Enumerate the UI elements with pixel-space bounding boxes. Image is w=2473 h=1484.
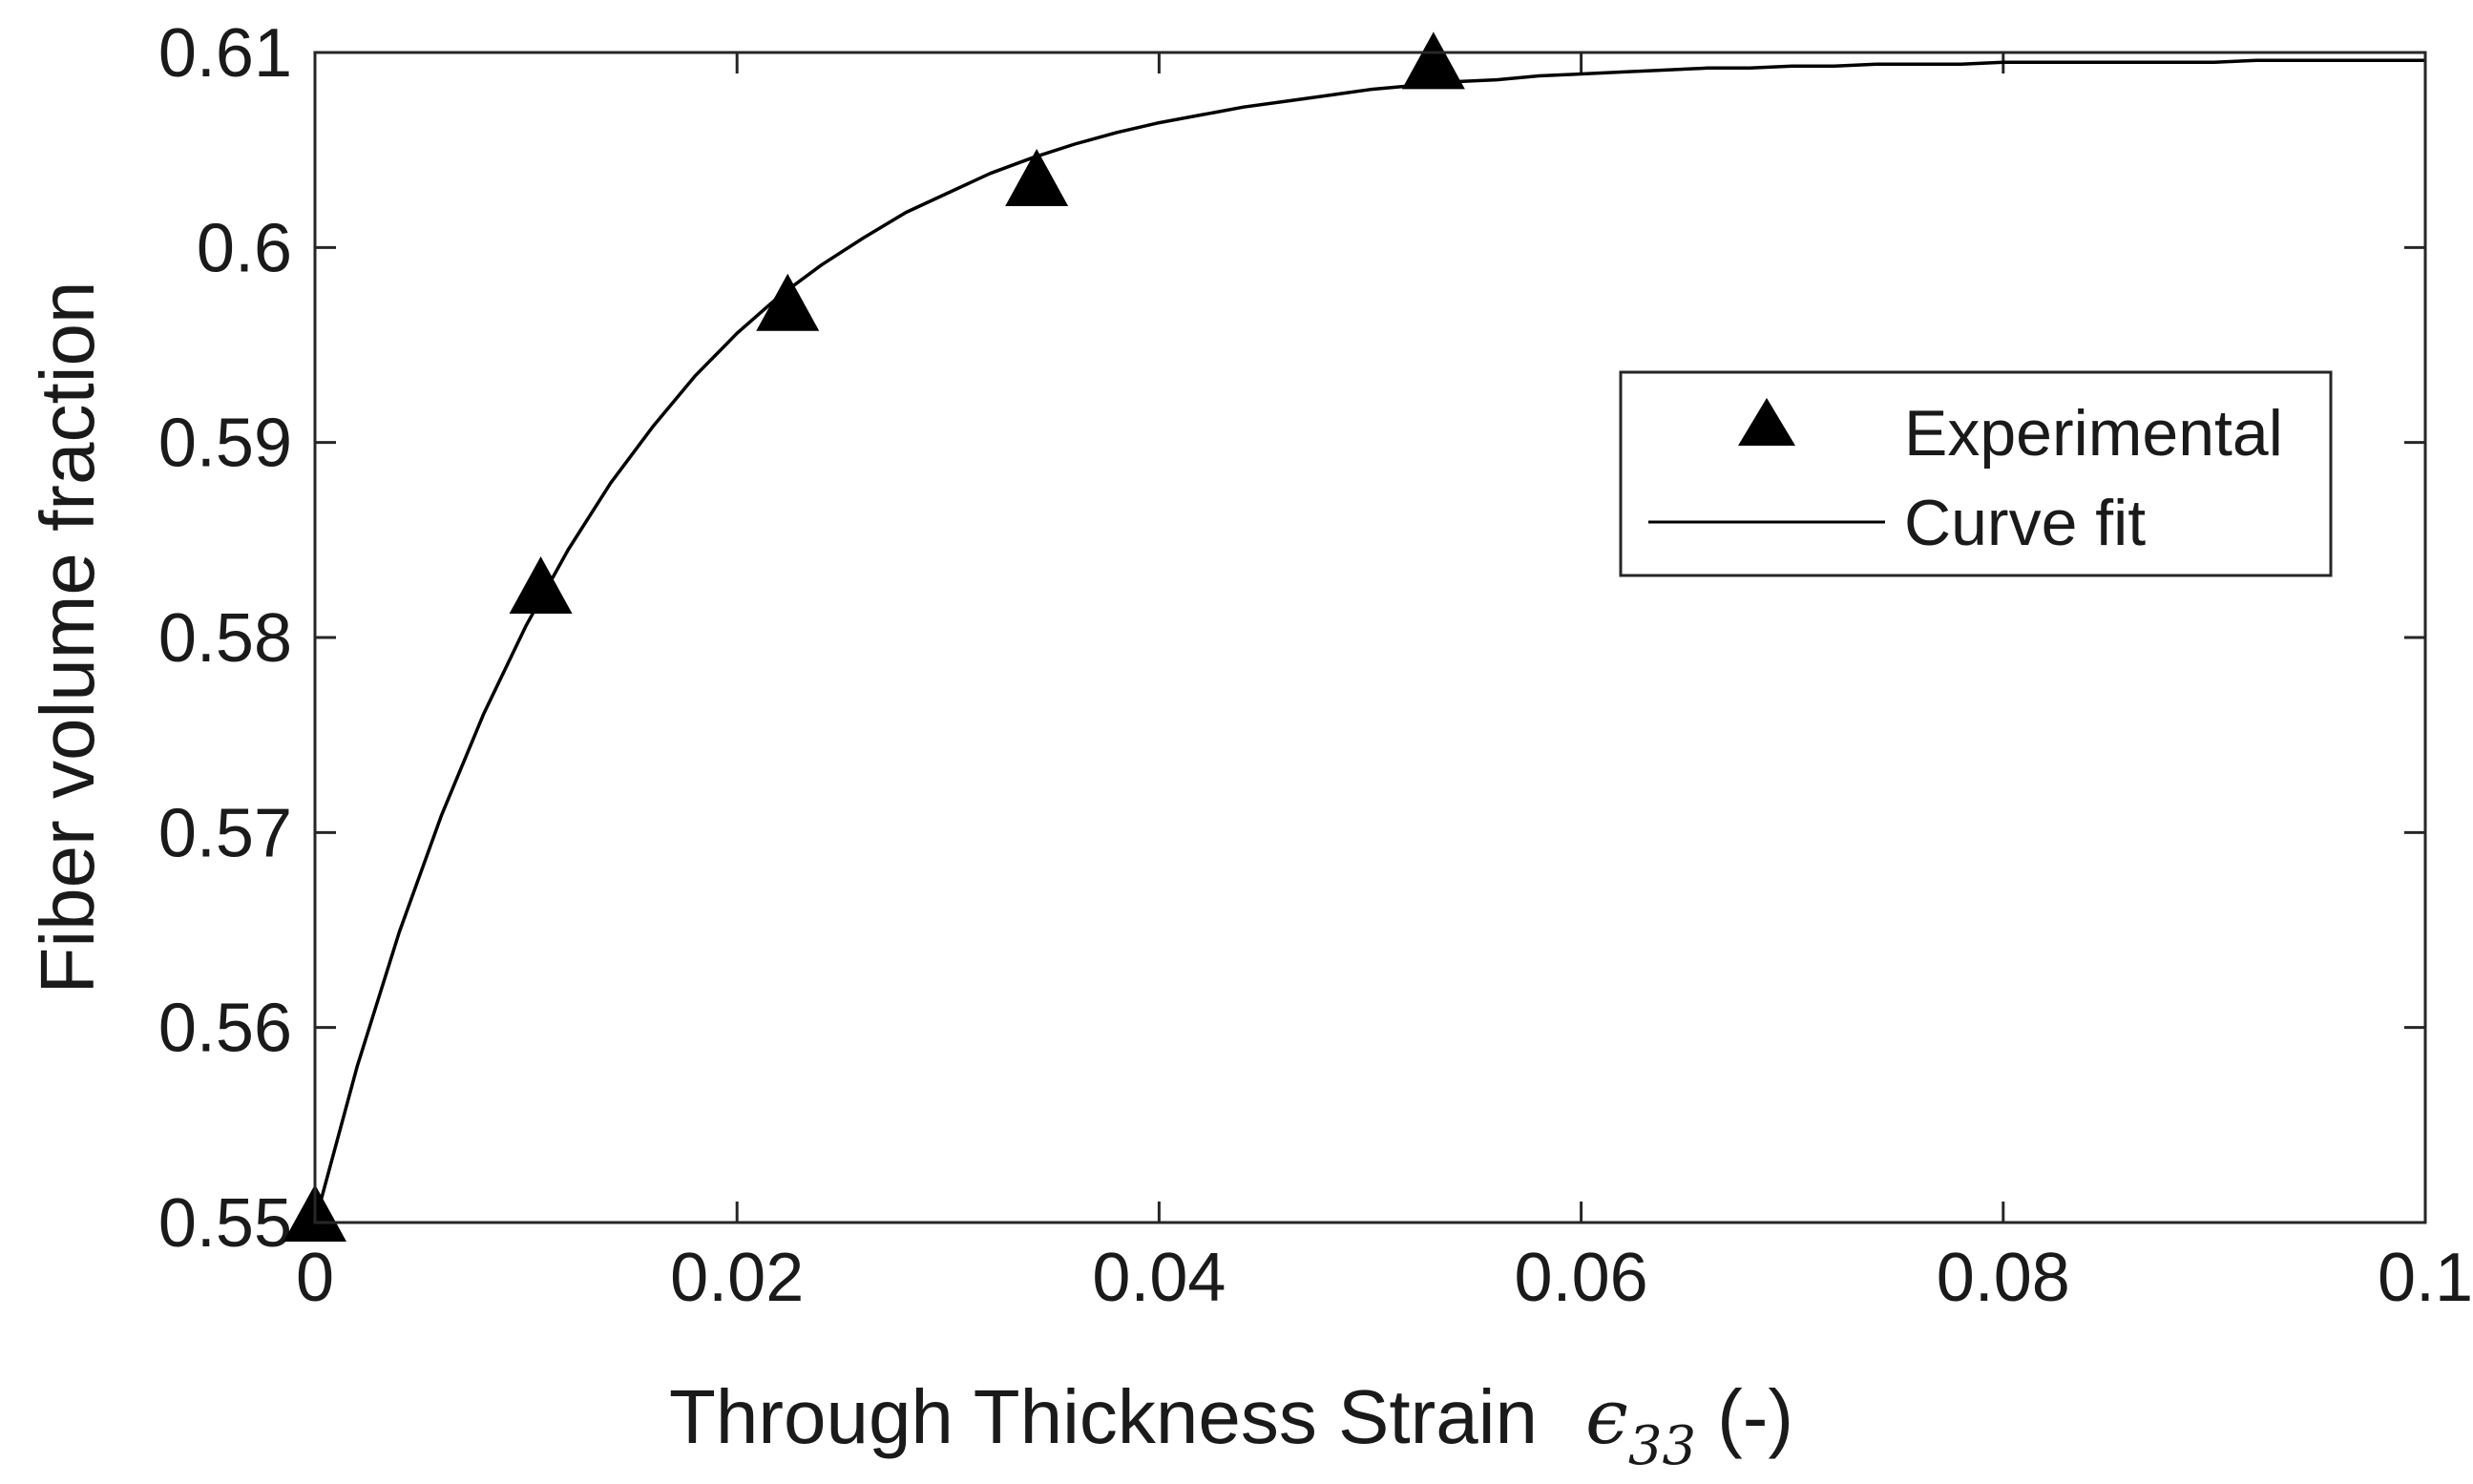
x-tick-label: 0.04 xyxy=(1092,1240,1226,1316)
x-axis-title-text: Through Thickness Strain xyxy=(669,1374,1538,1459)
y-tick-label: 0.55 xyxy=(158,1185,292,1262)
x-tick-label: 0.08 xyxy=(1937,1240,2070,1316)
x-tick-labels: 0 0.02 0.04 0.06 0.08 0.1 xyxy=(296,1240,2473,1316)
y-tick-labels: 0.55 0.56 0.57 0.58 0.59 0.6 0.61 xyxy=(158,15,292,1262)
plot-frame xyxy=(313,51,2427,1224)
y-tick-label: 0.6 xyxy=(197,210,292,286)
plot-area xyxy=(315,52,2425,1223)
experimental-marker xyxy=(1401,31,1465,90)
x-axis-epsilon-symbol: ϵ xyxy=(1585,1372,1628,1461)
curve-fit-line xyxy=(313,58,2425,1223)
y-axis-title: Fiber volume fraction xyxy=(25,282,110,994)
y-tick-label: 0.57 xyxy=(158,795,292,871)
x-axis-units: (-) xyxy=(1717,1374,1793,1459)
y-tick-label: 0.58 xyxy=(158,600,292,677)
x-tick-label: 0.06 xyxy=(1515,1240,1648,1316)
y-tick-label: 0.59 xyxy=(158,406,292,482)
legend-box xyxy=(1619,370,2333,577)
legend-label-curve-fit: Curve fit xyxy=(1904,487,2146,559)
x-axis-title: Through Thickness Strain ϵ33 (-) xyxy=(669,1372,1793,1477)
y-tick-label: 0.56 xyxy=(158,991,292,1067)
x-tick-label: 0.02 xyxy=(670,1240,804,1316)
legend: Experimental Curve fit xyxy=(1619,370,2333,577)
experimental-marker xyxy=(1005,148,1069,206)
x-axis-subscript: 33 xyxy=(1628,1415,1696,1477)
x-tick-label: 0 xyxy=(296,1240,334,1316)
experimental-marker xyxy=(509,556,573,615)
legend-marker-experimental xyxy=(1738,398,1795,446)
x-tick-label: 0.1 xyxy=(2378,1240,2473,1316)
y-tick-label: 0.61 xyxy=(158,15,292,92)
legend-label-experimental: Experimental xyxy=(1904,397,2283,470)
experimental-marker xyxy=(756,273,820,331)
